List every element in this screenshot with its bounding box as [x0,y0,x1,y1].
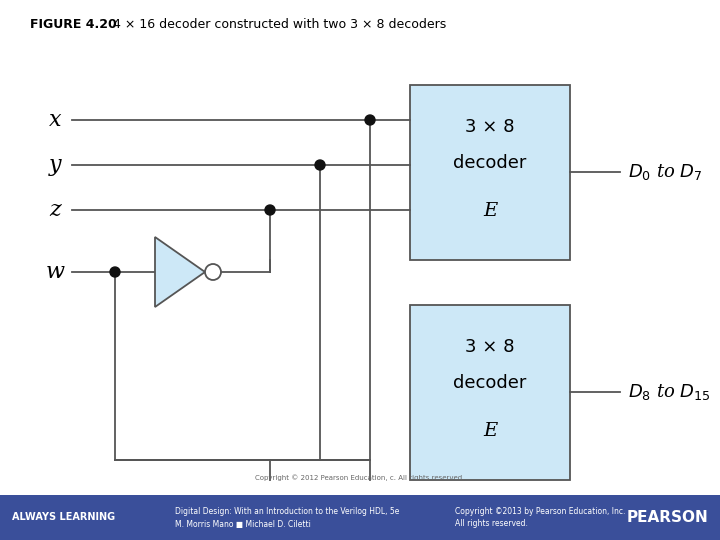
Text: E: E [483,201,497,219]
Text: w: w [45,261,65,283]
Bar [410,85,570,260]
Text: Copyright © 2012 Pearson Education, c. All rights reserved.: Copyright © 2012 Pearson Education, c. A… [256,475,464,481]
Polygon shape [155,237,205,307]
Text: E: E [483,422,497,440]
Circle shape [205,264,221,280]
Text: All rights reserved.: All rights reserved. [455,519,528,529]
Text: decoder: decoder [454,153,527,172]
Text: ALWAYS LEARNING: ALWAYS LEARNING [12,512,115,522]
Circle shape [110,267,120,277]
Text: 3 × 8: 3 × 8 [465,118,515,137]
Circle shape [315,160,325,170]
Text: $D_8$ to $D_{15}$: $D_8$ to $D_{15}$ [628,382,711,402]
Text: PEARSON: PEARSON [626,510,708,524]
Text: Digital Design: With an Introduction to the Verilog HDL, 5e: Digital Design: With an Introduction to … [175,507,400,516]
Circle shape [365,115,375,125]
Circle shape [265,205,275,215]
Text: 4 × 16 decoder constructed with two 3 × 8 decoders: 4 × 16 decoder constructed with two 3 × … [105,18,446,31]
Bar [410,305,570,480]
Text: M. Morris Mano ■ Michael D. Ciletti: M. Morris Mano ■ Michael D. Ciletti [175,519,311,529]
Text: 3 × 8: 3 × 8 [465,339,515,356]
Text: z: z [49,199,61,221]
Text: Copyright ©2013 by Pearson Education, Inc.: Copyright ©2013 by Pearson Education, In… [455,507,626,516]
Bar [0,495,720,540]
Text: FIGURE 4.20: FIGURE 4.20 [30,18,117,31]
Text: y: y [49,154,61,176]
Text: decoder: decoder [454,374,527,391]
Text: $D_0$ to $D_7$: $D_0$ to $D_7$ [628,162,703,182]
Text: x: x [49,109,61,131]
